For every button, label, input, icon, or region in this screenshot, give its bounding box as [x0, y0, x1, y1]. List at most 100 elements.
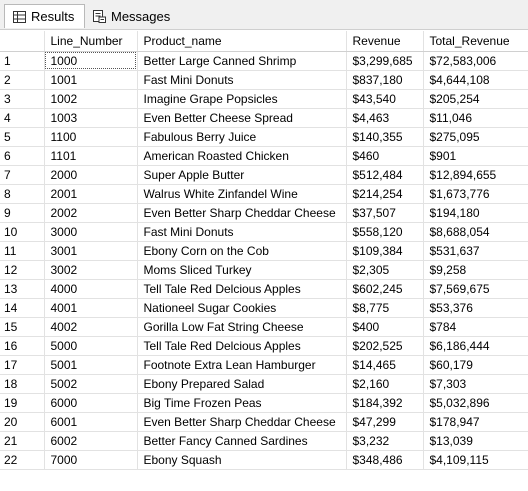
total-revenue-cell[interactable]: $12,894,655	[423, 165, 528, 185]
row-number[interactable]: 6	[0, 146, 45, 166]
revenue-cell[interactable]: $348,486	[346, 450, 424, 470]
table-row[interactable]: 17 5001 Footnote Extra Lean Hamburger $14,4…	[0, 355, 528, 375]
table-row[interactable]: 15 4002 Gorilla Low Fat String Cheese $400 $…	[0, 317, 528, 337]
line-number-cell[interactable]: 3002	[44, 260, 138, 280]
total-revenue-cell[interactable]: $11,046	[423, 108, 528, 128]
total-revenue-cell[interactable]: $72,583,006	[423, 51, 528, 71]
product-name-cell[interactable]: Even Better Cheese Spread	[137, 108, 347, 128]
row-number[interactable]: 9	[0, 203, 45, 223]
product-name-cell[interactable]: Super Apple Butter	[137, 165, 347, 185]
revenue-cell[interactable]: $460	[346, 146, 424, 166]
total-revenue-cell[interactable]: $901	[423, 146, 528, 166]
line-number-cell[interactable]: 6002	[44, 431, 138, 451]
column-header-product-name[interactable]: Product_name	[137, 31, 347, 52]
line-number-cell[interactable]: 1001	[44, 70, 138, 90]
product-name-cell[interactable]: Nationeel Sugar Cookies	[137, 298, 347, 318]
revenue-cell[interactable]: $14,465	[346, 355, 424, 375]
product-name-cell[interactable]: Moms Sliced Turkey	[137, 260, 347, 280]
line-number-cell[interactable]: 2000	[44, 165, 138, 185]
total-revenue-cell[interactable]: $4,109,115	[423, 450, 528, 470]
revenue-cell[interactable]: $8,775	[346, 298, 424, 318]
revenue-cell[interactable]: $37,507	[346, 203, 424, 223]
line-number-cell[interactable]: 1100	[44, 127, 138, 147]
revenue-cell[interactable]: $400	[346, 317, 424, 337]
product-name-cell[interactable]: Tell Tale Red Delcious Apples	[137, 279, 347, 299]
revenue-cell[interactable]: $140,355	[346, 127, 424, 147]
revenue-cell[interactable]: $47,299	[346, 412, 424, 432]
product-name-cell[interactable]: Footnote Extra Lean Hamburger	[137, 355, 347, 375]
table-row[interactable]: 14 4001 Nationeel Sugar Cookies $8,775 $53,3…	[0, 298, 528, 318]
total-revenue-cell[interactable]: $531,637	[423, 241, 528, 261]
revenue-cell[interactable]: $3,232	[346, 431, 424, 451]
column-header-revenue[interactable]: Revenue	[346, 31, 424, 52]
column-header-total-revenue[interactable]: Total_Revenue	[423, 31, 528, 52]
table-row[interactable]: 22 7000 Ebony Squash $348,486 $4,109,115	[0, 450, 528, 470]
revenue-cell[interactable]: $2,160	[346, 374, 424, 394]
total-revenue-cell[interactable]: $5,032,896	[423, 393, 528, 413]
table-row[interactable]: 19 6000 Big Time Frozen Peas $184,392 $5,032…	[0, 393, 528, 413]
row-number[interactable]: 2	[0, 70, 45, 90]
revenue-cell[interactable]: $109,384	[346, 241, 424, 261]
product-name-cell[interactable]: Fabulous Berry Juice	[137, 127, 347, 147]
table-row[interactable]: 3 1002 Imagine Grape Popsicles $43,540 $205,…	[0, 89, 528, 109]
total-revenue-cell[interactable]: $784	[423, 317, 528, 337]
revenue-cell[interactable]: $837,180	[346, 70, 424, 90]
product-name-cell[interactable]: Tell Tale Red Delcious Apples	[137, 336, 347, 356]
tab-results[interactable]: Results	[4, 4, 85, 28]
row-number[interactable]: 20	[0, 412, 45, 432]
revenue-cell[interactable]: $202,525	[346, 336, 424, 356]
table-row[interactable]: 12 3002 Moms Sliced Turkey $2,305 $9,258	[0, 260, 528, 280]
line-number-cell[interactable]: 6001	[44, 412, 138, 432]
product-name-cell[interactable]: Fast Mini Donuts	[137, 70, 347, 90]
product-name-cell[interactable]: Even Better Sharp Cheddar Cheese	[137, 203, 347, 223]
line-number-cell[interactable]: 7000	[44, 450, 138, 470]
product-name-cell[interactable]: Gorilla Low Fat String Cheese	[137, 317, 347, 337]
product-name-cell[interactable]: Ebony Prepared Salad	[137, 374, 347, 394]
line-number-cell[interactable]: 4001	[44, 298, 138, 318]
revenue-cell[interactable]: $602,245	[346, 279, 424, 299]
line-number-cell[interactable]: 1101	[44, 146, 138, 166]
line-number-cell[interactable]: 3000	[44, 222, 138, 242]
product-name-cell[interactable]: Better Large Canned Shrimp	[137, 51, 347, 71]
product-name-cell[interactable]: Imagine Grape Popsicles	[137, 89, 347, 109]
revenue-cell[interactable]: $558,120	[346, 222, 424, 242]
table-row[interactable]: 5 1100 Fabulous Berry Juice $140,355 $275,09…	[0, 127, 528, 147]
line-number-cell[interactable]: 1003	[44, 108, 138, 128]
row-number[interactable]: 12	[0, 260, 45, 280]
product-name-cell[interactable]: Walrus White Zinfandel Wine	[137, 184, 347, 204]
table-row[interactable]: 1 1000 Better Large Canned Shrimp $3,299,68…	[0, 51, 528, 71]
line-number-cell[interactable]: 6000	[44, 393, 138, 413]
row-number[interactable]: 17	[0, 355, 45, 375]
product-name-cell[interactable]: American Roasted Chicken	[137, 146, 347, 166]
row-number[interactable]: 14	[0, 298, 45, 318]
line-number-cell[interactable]: 5000	[44, 336, 138, 356]
total-revenue-cell[interactable]: $7,569,675	[423, 279, 528, 299]
table-row[interactable]: 8 2001 Walrus White Zinfandel Wine $214,254…	[0, 184, 528, 204]
revenue-cell[interactable]: $43,540	[346, 89, 424, 109]
line-number-cell[interactable]: 5001	[44, 355, 138, 375]
product-name-cell[interactable]: Better Fancy Canned Sardines	[137, 431, 347, 451]
total-revenue-cell[interactable]: $4,644,108	[423, 70, 528, 90]
total-revenue-cell[interactable]: $6,186,444	[423, 336, 528, 356]
total-revenue-cell[interactable]: $205,254	[423, 89, 528, 109]
row-number[interactable]: 19	[0, 393, 45, 413]
line-number-cell[interactable]: 4002	[44, 317, 138, 337]
table-row[interactable]: 16 5000 Tell Tale Red Delcious Apples $202,…	[0, 336, 528, 356]
table-row[interactable]: 13 4000 Tell Tale Red Delcious Apples $602,…	[0, 279, 528, 299]
product-name-cell[interactable]: Big Time Frozen Peas	[137, 393, 347, 413]
product-name-cell[interactable]: Even Better Sharp Cheddar Cheese	[137, 412, 347, 432]
table-row[interactable]: 18 5002 Ebony Prepared Salad $2,160 $7,303	[0, 374, 528, 394]
total-revenue-cell[interactable]: $9,258	[423, 260, 528, 280]
row-number-header[interactable]	[0, 31, 45, 52]
total-revenue-cell[interactable]: $194,180	[423, 203, 528, 223]
row-number[interactable]: 3	[0, 89, 45, 109]
row-number[interactable]: 1	[0, 51, 45, 71]
row-number[interactable]: 16	[0, 336, 45, 356]
revenue-cell[interactable]: $512,484	[346, 165, 424, 185]
total-revenue-cell[interactable]: $275,095	[423, 127, 528, 147]
revenue-cell[interactable]: $2,305	[346, 260, 424, 280]
table-row[interactable]: 10 3000 Fast Mini Donuts $558,120 $8,688,054	[0, 222, 528, 242]
table-row[interactable]: 11 3001 Ebony Corn on the Cob $109,384 $531,…	[0, 241, 528, 261]
table-row[interactable]: 4 1003 Even Better Cheese Spread $4,463 $11,…	[0, 108, 528, 128]
product-name-cell[interactable]: Ebony Corn on the Cob	[137, 241, 347, 261]
